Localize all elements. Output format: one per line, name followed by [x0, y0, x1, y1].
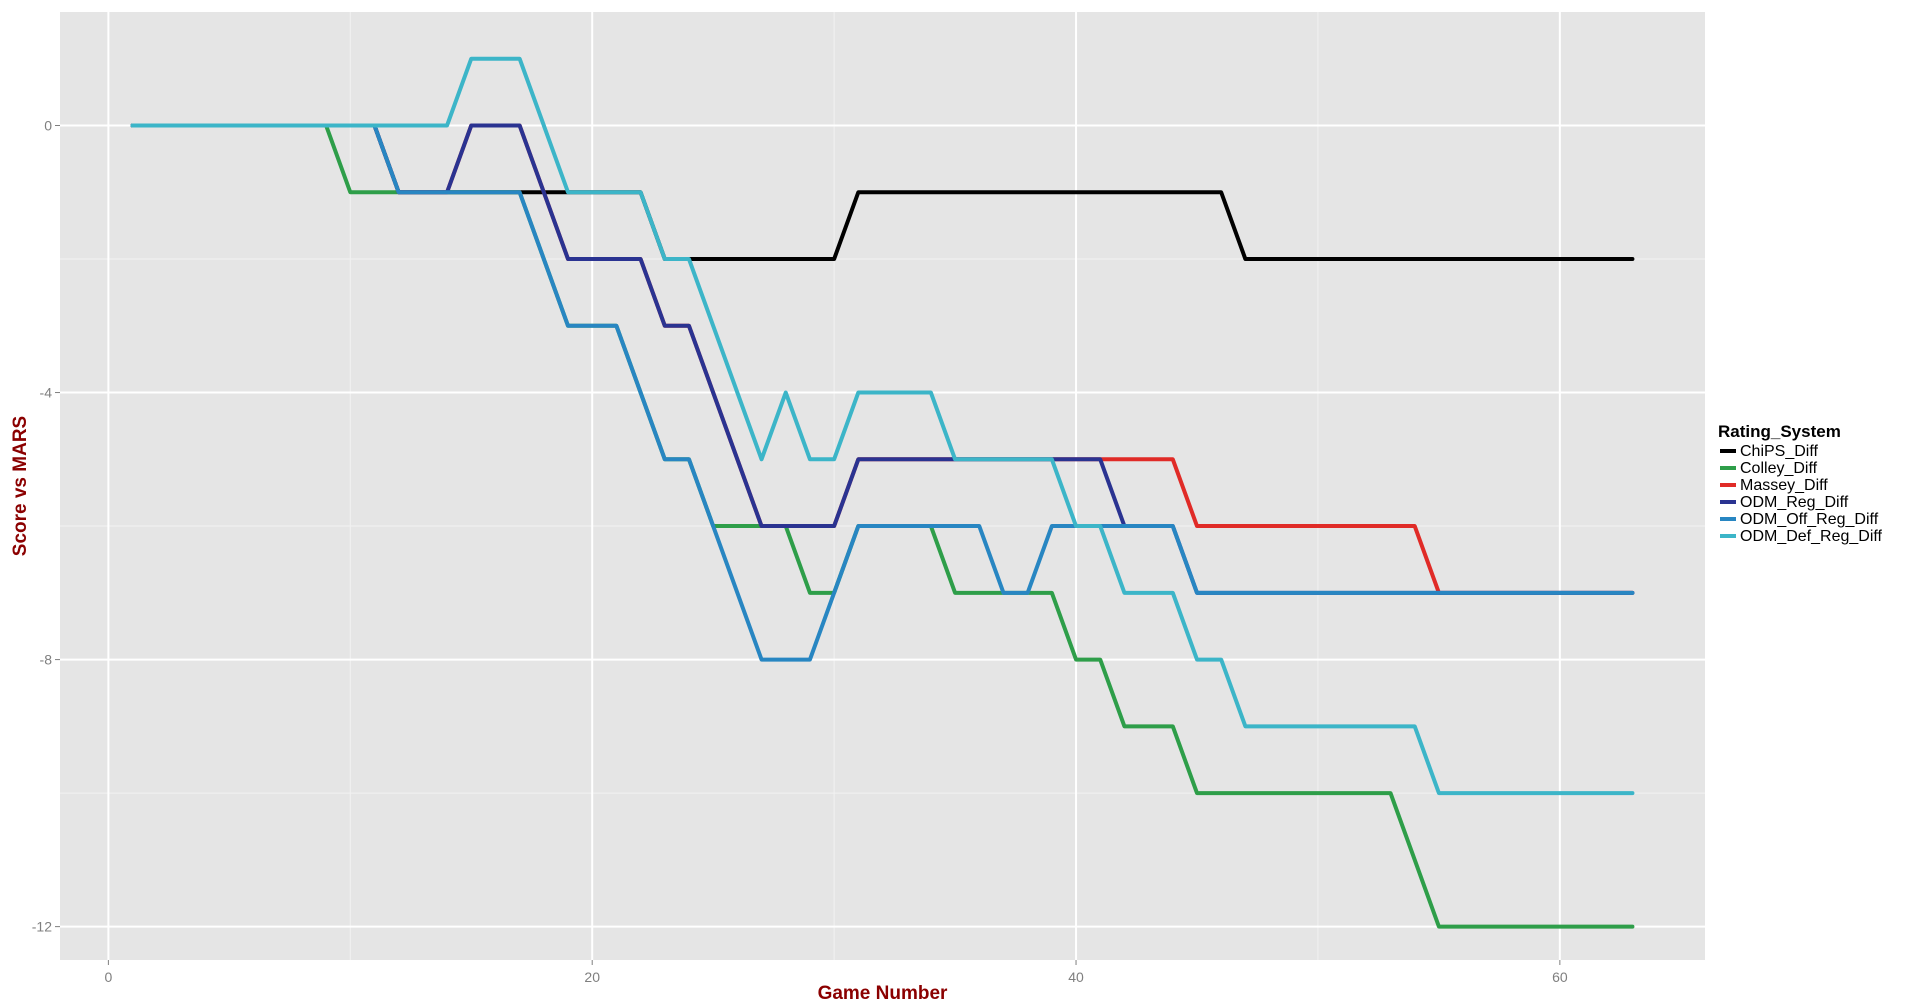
y-tick-label: -12 [32, 919, 52, 935]
legend-label-ChiPS_Diff: ChiPS_Diff [1740, 443, 1819, 460]
legend-label-ODM_Reg_Diff: ODM_Reg_Diff [1740, 494, 1849, 511]
plot-panel [60, 12, 1705, 960]
y-axis-title: Score vs MARS [10, 416, 31, 556]
x-axis-title: Game Number [818, 983, 948, 1004]
legend: Rating_System ChiPS_DiffColley_DiffMasse… [1718, 422, 1883, 545]
y-axis-ticks: 0 -4 -8 -12 [32, 117, 60, 935]
legend-label-Massey_Diff: Massey_Diff [1740, 477, 1828, 494]
legend-title: Rating_System [1718, 422, 1841, 441]
x-tick-label: 40 [1068, 969, 1084, 985]
y-tick-label: -4 [40, 385, 53, 401]
y-tick-label: 0 [44, 117, 52, 133]
x-tick-label: 20 [584, 969, 600, 985]
series-line-ODM_Def_Reg_Diff [130, 56, 1635, 796]
y-tick-label: -8 [40, 652, 53, 668]
series-lines [130, 56, 1635, 929]
legend-label-ODM_Def_Reg_Diff: ODM_Def_Reg_Diff [1740, 528, 1883, 545]
series-line-ODM_Off_Reg_Diff [130, 123, 1635, 662]
x-tick-label: 0 [104, 969, 112, 985]
x-tick-label: 60 [1552, 969, 1568, 985]
legend-label-ODM_Off_Reg_Diff: ODM_Off_Reg_Diff [1740, 511, 1879, 528]
x-axis-ticks: 0 20 40 60 [104, 960, 1568, 985]
legend-label-Colley_Diff: Colley_Diff [1740, 460, 1818, 477]
